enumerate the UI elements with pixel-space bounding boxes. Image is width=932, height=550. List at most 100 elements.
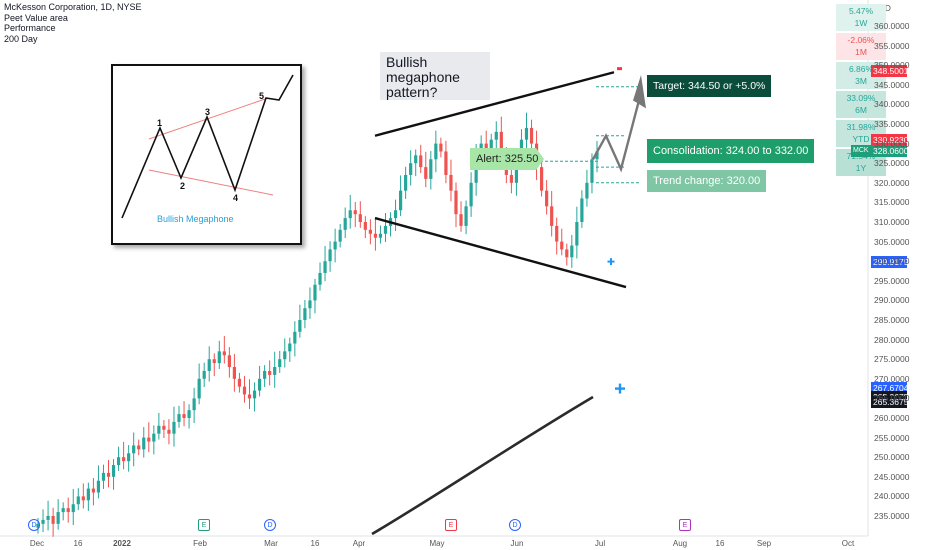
trend-change-callout[interactable]: Trend change: 320.00: [647, 170, 767, 192]
candle-body: [353, 210, 357, 215]
candle-body: [308, 300, 312, 309]
candle-body: [474, 159, 478, 183]
candle-body: [132, 445, 136, 454]
target-callout[interactable]: Target: 344.50 or +5.0%: [647, 75, 772, 97]
candle-body: [263, 370, 267, 379]
candle-body: [288, 343, 292, 352]
candle-body: [61, 508, 65, 513]
event-marker-icon[interactable]: D: [264, 519, 276, 531]
candle-body: [444, 151, 448, 175]
candle-body: [187, 410, 191, 418]
pattern-title-line1: Bullish: [386, 54, 428, 70]
candle-body: [348, 210, 352, 219]
y-tick-label: 305.0000: [874, 236, 910, 247]
candle-body: [509, 174, 513, 183]
projection-arrow: [633, 75, 646, 109]
y-tick-label: 275.0000: [874, 354, 910, 365]
x-tick-label: Jul: [594, 539, 606, 548]
performance-cell-6m[interactable]: 33.09% 6M: [836, 91, 886, 118]
candle-body: [298, 320, 302, 332]
event-marker-icon[interactable]: E: [679, 519, 691, 531]
performance-value: 33.09%: [846, 93, 876, 103]
candle-body: [419, 155, 423, 168]
pattern-title-line3: pattern?: [386, 84, 438, 100]
moving-average-200-line: [371, 395, 594, 536]
price-label: 299.9179: [871, 255, 909, 268]
candle-body: [222, 351, 226, 356]
performance-period: 1W: [854, 18, 868, 28]
performance-period: 1M: [855, 47, 867, 57]
event-marker-icon[interactable]: D: [509, 519, 521, 531]
x-tick-label: Apr: [352, 539, 366, 548]
performance-period: YTD: [852, 134, 870, 144]
legend-indicator-peet[interactable]: Peet Value area: [4, 12, 68, 23]
inset-point-label: 5: [259, 91, 265, 101]
candle-body: [268, 370, 272, 375]
price-label: 328.0600: [871, 145, 909, 158]
ticker-tag: MCK: [851, 145, 871, 158]
candle-body: [76, 496, 80, 505]
candle-body: [338, 229, 342, 242]
inset-point-label: 3: [205, 107, 211, 117]
y-tick-label: 295.0000: [874, 275, 910, 286]
consolidation-callout[interactable]: Consolidation: 324.00 to 332.00: [647, 139, 815, 163]
performance-period: 1Y: [855, 163, 867, 173]
candle-body: [358, 214, 362, 222]
candle-body: [434, 143, 438, 160]
candle-body: [278, 359, 282, 368]
alert-callout[interactable]: Alert: 325.50: [470, 148, 538, 170]
performance-value: 5.47%: [848, 6, 874, 16]
event-marker-icon[interactable]: D: [28, 519, 40, 531]
candle-body: [333, 241, 337, 250]
performance-cell-1m[interactable]: -2.06% 1M: [836, 33, 886, 60]
candle-body: [454, 190, 458, 215]
x-tick-label: Mar: [264, 539, 278, 548]
candle-body: [192, 398, 196, 411]
chart-legend: McKesson Corporation, 1D, NYSE Peet Valu…: [4, 2, 142, 44]
candle-body: [323, 261, 327, 273]
performance-value: 31.98%: [846, 122, 876, 132]
candle-body: [580, 198, 584, 222]
candle-body: [247, 394, 252, 399]
candle-body: [46, 516, 50, 520]
candle-body: [545, 190, 549, 207]
candle-body: [122, 457, 126, 462]
y-tick-label: 360.0000: [874, 21, 910, 31]
candle-body: [489, 139, 493, 152]
legend-indicator-200day[interactable]: 200 Day: [4, 33, 38, 44]
candle-body: [459, 214, 463, 226]
y-tick-label: 245.0000: [874, 471, 910, 482]
candle-body: [162, 425, 166, 430]
candle-body: [439, 143, 443, 152]
price-label: 265.3675: [871, 395, 909, 408]
candle-body: [147, 437, 151, 442]
pattern-title[interactable]: Bullish megaphone pattern?: [380, 52, 490, 100]
legend-indicator-performance[interactable]: Performance: [4, 23, 56, 33]
performance-period: 3M: [855, 76, 867, 86]
candle-body: [464, 206, 468, 226]
candle-body: [137, 445, 141, 450]
event-marker-icon[interactable]: E: [445, 519, 457, 531]
candle-body: [283, 351, 287, 360]
candle-body: [529, 127, 534, 144]
y-tick-label: 325.0000: [874, 158, 910, 169]
x-tick-label: Dec: [29, 539, 45, 548]
y-tick-label: 350.0000: [874, 60, 910, 71]
candle-body: [524, 127, 529, 140]
candle-body: [540, 167, 544, 191]
y-tick-label: 250.0000: [874, 452, 910, 463]
candle-body: [409, 163, 413, 175]
candle-body: [585, 182, 589, 199]
performance-cell-1w[interactable]: 5.47% 1W: [836, 4, 886, 31]
x-tick-label: May: [429, 539, 445, 548]
candle-body: [172, 421, 176, 434]
legend-symbol[interactable]: McKesson Corporation, 1D, NYSE: [4, 2, 142, 12]
candle-body: [167, 429, 171, 434]
candle-body: [590, 159, 594, 183]
event-marker-icon[interactable]: E: [198, 519, 210, 531]
performance-period: 6M: [855, 105, 867, 115]
megaphone-upper-line: [374, 71, 615, 137]
candle-body: [499, 131, 503, 156]
performance-value: 6.86%: [848, 64, 874, 74]
